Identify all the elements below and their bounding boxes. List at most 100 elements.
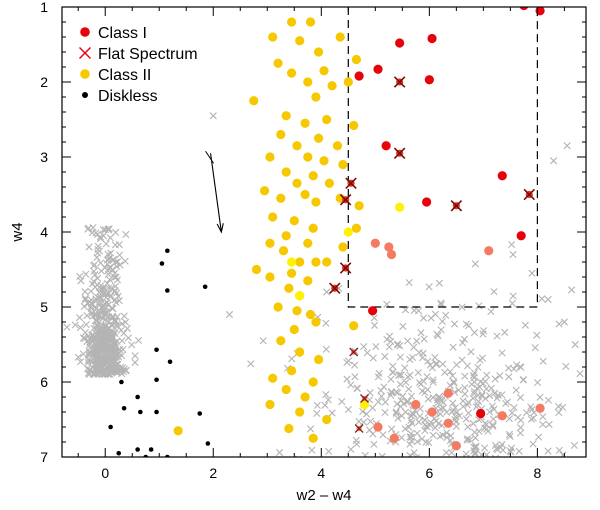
legend-label: Class II: [98, 67, 151, 84]
flat-spectrum-point: [393, 76, 406, 88]
flat-spectrum-point: [393, 147, 406, 160]
class-ii-point: [289, 216, 299, 226]
background-point: [449, 406, 457, 414]
background-point: [479, 330, 487, 338]
background-point: [544, 447, 552, 455]
class-ii-point: [281, 384, 291, 395]
background-point: [406, 451, 414, 457]
background-point: [100, 290, 108, 298]
background-point: [405, 385, 413, 393]
background-point: [538, 295, 546, 303]
background-point: [508, 409, 516, 417]
class-ii-point: [276, 336, 286, 346]
background-point: [549, 157, 558, 165]
background-point: [416, 378, 424, 387]
background-point: [392, 459, 398, 465]
class-ii-point: [292, 306, 302, 316]
background-point: [363, 349, 371, 357]
background-point: [247, 360, 255, 368]
background-point: [433, 399, 442, 407]
background-point: [516, 363, 524, 371]
background-point: [389, 362, 397, 370]
background-point: [104, 301, 112, 309]
background-point: [481, 377, 489, 386]
background-point: [458, 303, 466, 311]
background-point: [529, 414, 537, 422]
background-point: [101, 322, 109, 330]
background-point: [425, 283, 433, 291]
background-point: [452, 361, 461, 369]
background-point: [429, 431, 437, 439]
background-point: [75, 314, 84, 322]
background-point: [115, 297, 123, 305]
background-point: [122, 230, 130, 239]
class-ii-point: [251, 264, 262, 275]
class-ii-point: [286, 257, 297, 267]
background-point: [359, 407, 367, 416]
background-point: [399, 392, 407, 400]
background-point: [392, 409, 400, 418]
flat-spectrum-point: [339, 262, 352, 274]
background-point: [95, 357, 103, 365]
background-point: [462, 454, 471, 457]
background-point: [429, 393, 437, 402]
class-i-point: [384, 242, 394, 252]
background-point: [449, 399, 457, 407]
class-ii-point: [249, 96, 259, 106]
background-point: [521, 321, 529, 329]
background-point: [96, 350, 105, 358]
class-ii-point: [359, 399, 370, 410]
background-point: [528, 269, 536, 277]
background-point: [471, 450, 479, 457]
background-point: [80, 302, 88, 310]
background-point: [83, 311, 91, 320]
background-point: [322, 391, 330, 399]
background-point: [288, 355, 296, 363]
class-ii-point: [286, 366, 297, 376]
class-ii-point: [286, 17, 297, 27]
background-point: [396, 353, 404, 361]
class-ii-point: [308, 223, 318, 233]
background-point: [461, 390, 469, 398]
background-point: [97, 259, 105, 267]
background-point: [463, 436, 471, 444]
background-point: [109, 313, 117, 321]
background-point: [77, 277, 85, 285]
background-points: [63, 112, 584, 467]
background-point: [491, 454, 500, 457]
background-point: [459, 402, 467, 410]
background-point: [395, 371, 403, 379]
background-point: [90, 360, 99, 368]
background-point: [461, 372, 469, 380]
background-point: [406, 440, 414, 448]
class-ii-point: [276, 129, 286, 140]
background-point: [124, 334, 132, 342]
background-point: [560, 318, 568, 326]
background-point: [461, 384, 469, 392]
background-point: [95, 301, 103, 309]
background-point: [97, 267, 105, 275]
source-points: [108, 7, 545, 457]
background-point: [405, 461, 411, 467]
background-point: [387, 388, 396, 396]
background-point: [381, 398, 389, 406]
background-point: [470, 443, 478, 451]
background-point: [408, 419, 416, 427]
background-point: [90, 350, 98, 358]
background-point: [539, 357, 547, 365]
background-point: [451, 413, 460, 421]
background-point: [82, 320, 90, 329]
background-point: [475, 427, 483, 435]
background-point: [94, 322, 102, 330]
background-point: [491, 389, 499, 397]
background-point: [259, 337, 267, 345]
background-point: [555, 320, 563, 328]
background-point: [81, 294, 90, 302]
background-point: [427, 314, 435, 322]
background-point: [411, 459, 417, 465]
class-ii-point: [311, 92, 321, 102]
flat-spectrum-point: [523, 188, 536, 201]
class-ii-point: [335, 32, 345, 42]
legend-label: Class I: [98, 25, 147, 42]
